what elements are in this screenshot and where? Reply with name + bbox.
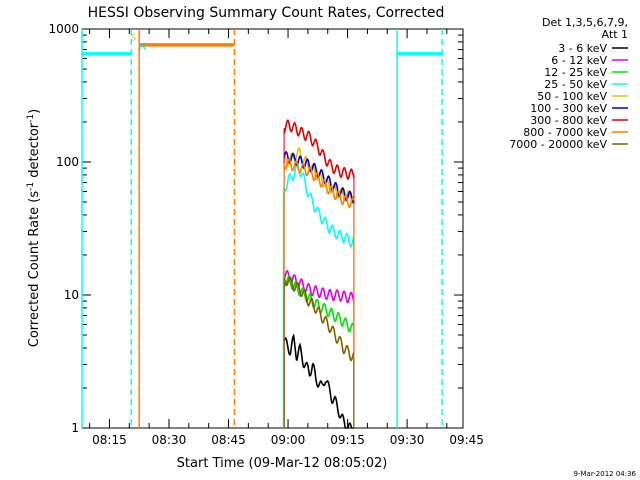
series-line xyxy=(283,275,355,333)
series-line xyxy=(283,333,354,429)
series-line xyxy=(282,162,355,248)
observing-flags: SN xyxy=(82,33,443,56)
y-tick-label: 100 xyxy=(56,155,79,169)
x-tick-label: 08:45 xyxy=(211,433,246,447)
chart-title: HESSI Observing Summary Count Rates, Cor… xyxy=(88,5,445,21)
legend-label: 6 - 12 keV xyxy=(551,54,607,67)
legend-label: 12 - 25 keV xyxy=(544,66,607,79)
attenuator-markers xyxy=(81,29,443,428)
legend-label: 300 - 800 keV xyxy=(530,114,607,127)
series-lines xyxy=(282,119,355,429)
y-tick-label: 1 xyxy=(71,421,79,435)
footer-timestamp: 9-Mar-2012 04:36 xyxy=(574,470,637,478)
legend-label: 7000 - 20000 keV xyxy=(509,138,607,151)
x-tick-label: 09:00 xyxy=(271,433,306,447)
legend-header-2: Att 1 xyxy=(602,28,628,41)
y-tick-label: 1000 xyxy=(48,22,79,36)
x-tick-label: 09:45 xyxy=(449,433,484,447)
x-axis-label: Start Time (09-Mar-12 08:05:02) xyxy=(177,456,388,471)
series-line xyxy=(283,276,355,362)
legend-label: 25 - 50 keV xyxy=(544,78,607,91)
x-tick-label: 09:15 xyxy=(330,433,365,447)
x-tick-label: 08:15 xyxy=(92,433,127,447)
legend-header-1: Det 1,3,5,6,7,9, xyxy=(542,16,628,29)
series-line xyxy=(283,269,355,304)
x-tick-label: 08:30 xyxy=(152,433,187,447)
series-line xyxy=(283,119,355,181)
y-axis-label: Corrected Count Rate (s-1 detector-1) xyxy=(26,109,42,347)
legend-label: 50 - 100 keV xyxy=(537,90,607,103)
legend-label: 100 - 300 keV xyxy=(530,102,607,115)
x-axis: 08:15 08:30 08:45 09:00 09:15 09:30 09:45 xyxy=(89,29,484,447)
y-tick-label: 10 xyxy=(64,288,79,302)
flag-letter: S xyxy=(130,33,136,43)
series-line xyxy=(283,158,355,209)
legend-label: 3 - 6 keV xyxy=(558,42,607,55)
y-axis: 1 10 100 1000 xyxy=(48,22,463,435)
x-tick-label: 09:30 xyxy=(390,433,425,447)
legend-label: 800 - 7000 keV xyxy=(523,126,607,139)
flag-letter: N xyxy=(140,43,147,53)
